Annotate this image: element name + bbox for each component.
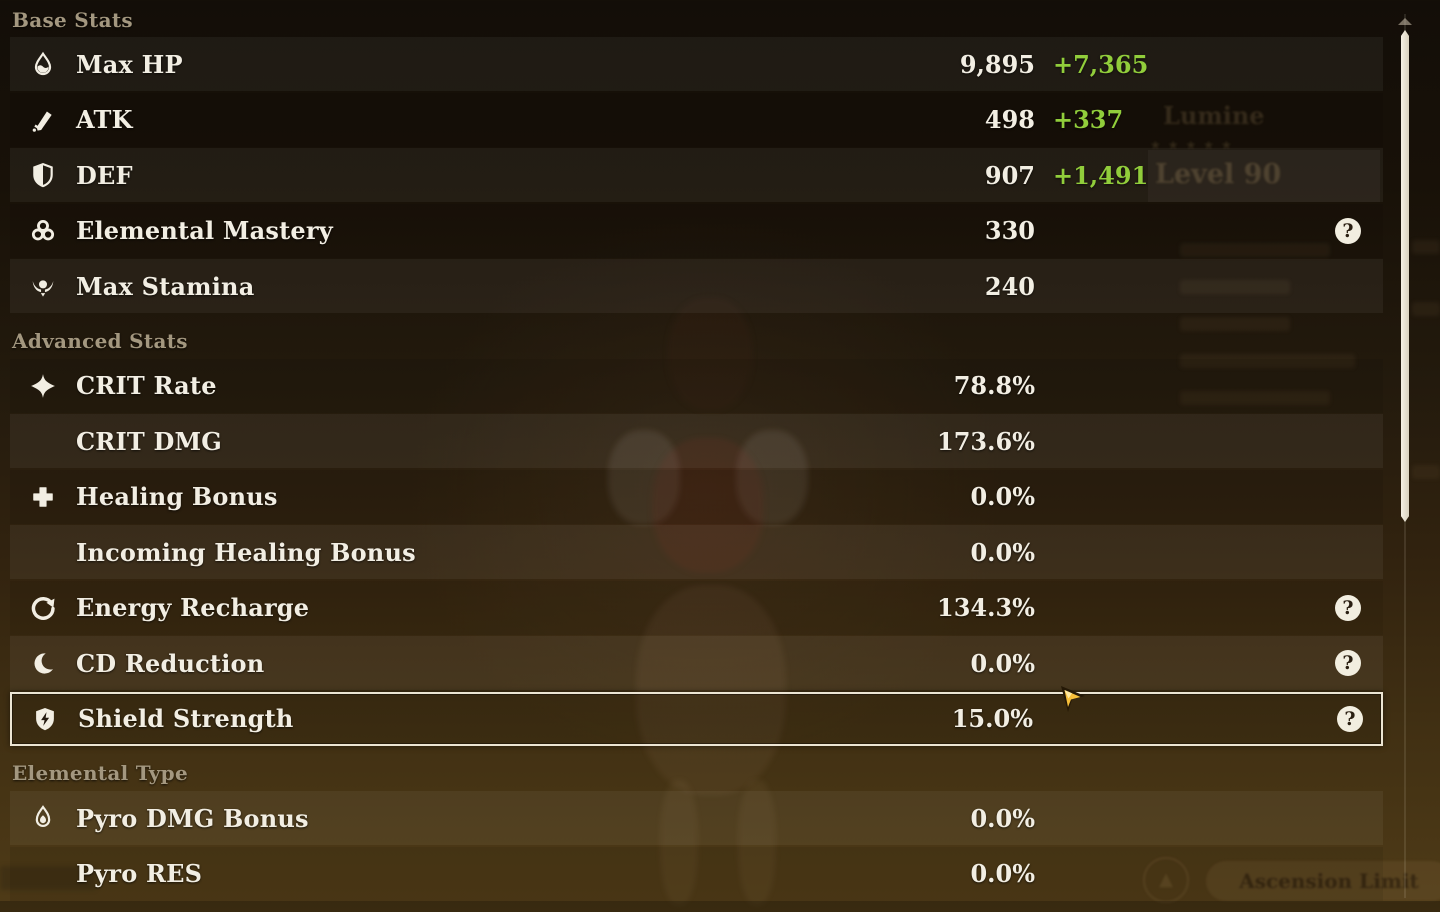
help-icon[interactable]: ?	[1335, 217, 1361, 244]
stat-value: 0.0%	[970, 803, 1035, 833]
mouse-cursor-icon	[1058, 684, 1088, 714]
stat-label: CD Reduction	[76, 648, 265, 678]
scrollbar-thumb[interactable]	[1401, 30, 1409, 522]
cd-reduction-icon	[30, 650, 56, 676]
section-title-base-stats: Base Stats	[12, 8, 133, 32]
stat-row-atk[interactable]: ATK 498 +337	[10, 92, 1383, 147]
scroll-up-arrow-icon[interactable]	[1398, 18, 1412, 25]
stat-row-crit-rate[interactable]: CRIT Rate 78.8%	[10, 358, 1383, 413]
stat-label: Shield Strength	[78, 704, 294, 733]
stat-row-cd-reduction[interactable]: CD Reduction 0.0%?	[10, 636, 1383, 690]
stat-row-pyro-dmg-bonus[interactable]: Pyro DMG Bonus 0.0%	[10, 791, 1383, 845]
section-title-elemental-type: Elemental Type	[12, 761, 188, 785]
pyro-icon	[30, 805, 56, 831]
stat-label: Max Stamina	[76, 271, 255, 301]
stat-label: Energy Recharge	[76, 593, 310, 622]
stat-label: ATK	[76, 105, 133, 134]
stat-row-pyro-res[interactable]: Pyro RES 0.0%	[10, 846, 1383, 901]
energy-recharge-icon	[30, 595, 56, 621]
stat-value: 9,895	[959, 49, 1035, 79]
stat-value: 240	[984, 271, 1035, 301]
stat-row-shield-strength[interactable]: Shield Strength 15.0%?	[10, 691, 1383, 746]
stat-value: 907	[984, 160, 1035, 190]
stat-row-healing-bonus[interactable]: Healing Bonus 0.0%	[10, 469, 1383, 524]
elemental-mastery-icon	[30, 218, 56, 244]
stat-label: Incoming Healing Bonus	[76, 537, 416, 567]
stat-bonus: +1,491	[1053, 160, 1149, 190]
ghost-stat-number	[1412, 302, 1440, 316]
stat-label: CRIT DMG	[76, 426, 222, 456]
shield-strength-icon	[32, 706, 58, 732]
stat-label: Elemental Mastery	[76, 216, 333, 245]
stat-label: CRIT Rate	[76, 371, 217, 400]
help-icon[interactable]: ?	[1335, 650, 1361, 676]
atk-sword-icon	[30, 107, 56, 133]
stat-value: 330	[984, 216, 1035, 245]
stat-value: 78.8%	[953, 371, 1035, 400]
stat-row-elemental-mastery[interactable]: Elemental Mastery 330?	[10, 203, 1383, 258]
healing-icon	[30, 484, 56, 510]
ghost-stat-number	[1412, 240, 1440, 254]
hp-drop-icon	[30, 51, 56, 77]
stat-value: 0.0%	[970, 537, 1035, 567]
crit-rate-icon	[30, 373, 56, 399]
def-shield-icon	[30, 162, 56, 188]
stat-value: 173.6%	[937, 426, 1035, 456]
stat-row-def[interactable]: DEF 907 +1,491	[10, 148, 1383, 202]
stat-row-energy-recharge[interactable]: Energy Recharge 134.3%?	[10, 580, 1383, 635]
stat-label: Healing Bonus	[76, 482, 278, 511]
bottom-edge-band	[0, 901, 1440, 912]
ghost-stat-number	[1412, 465, 1440, 479]
stat-label: Max HP	[76, 49, 183, 79]
stat-bonus: +7,365	[1053, 49, 1149, 79]
stats-panel: Base Stats Max HP 9,895 +7,365 ATK 498 +337 DEF…	[10, 0, 1383, 902]
stat-value: 0.0%	[970, 482, 1035, 511]
stamina-icon	[30, 273, 56, 299]
stat-value: 0.0%	[970, 859, 1035, 888]
stat-bonus: +337	[1053, 105, 1124, 134]
stat-label: Pyro DMG Bonus	[76, 803, 309, 833]
stat-label: Pyro RES	[76, 859, 203, 888]
stat-value: 0.0%	[970, 648, 1035, 678]
stat-value: 15.0%	[951, 704, 1033, 733]
help-icon[interactable]: ?	[1337, 705, 1363, 732]
section-title-advanced-stats: Advanced Stats	[12, 328, 188, 353]
stat-row-incoming-healing-bonus[interactable]: Incoming Healing Bonus 0.0%	[10, 525, 1383, 579]
stat-label: DEF	[76, 160, 133, 190]
help-icon[interactable]: ?	[1335, 594, 1361, 621]
stat-value: 498	[984, 105, 1035, 134]
stat-value: 134.3%	[937, 593, 1035, 622]
stat-row-crit-dmg[interactable]: CRIT DMG 173.6%	[10, 414, 1383, 468]
stat-row-max-hp[interactable]: Max HP 9,895 +7,365	[10, 37, 1383, 91]
stat-row-max-stamina[interactable]: Max Stamina 240	[10, 259, 1383, 313]
